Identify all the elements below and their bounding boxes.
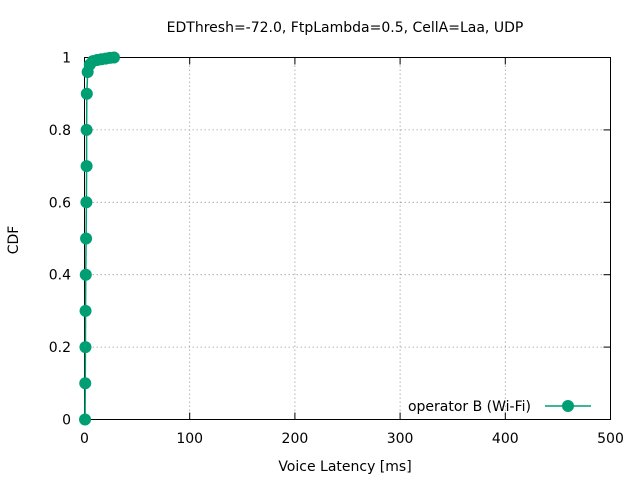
y-tick-label: 0.8 <box>49 123 71 139</box>
data-point <box>79 268 92 281</box>
axis-ticks <box>84 57 611 420</box>
grid-lines <box>84 57 611 420</box>
tick-labels: 0 100 200 300 400 500 0 0.2 0.4 0.6 0.8 1 <box>49 51 624 448</box>
data-point <box>107 51 120 64</box>
y-tick-label: 0.2 <box>49 340 71 356</box>
plot-frame <box>84 57 611 420</box>
data-point <box>79 341 92 354</box>
data-point <box>79 377 92 390</box>
x-tick-label: 200 <box>282 431 309 447</box>
y-tick-label: 0.6 <box>49 195 71 211</box>
x-tick-label: 300 <box>387 431 414 447</box>
x-axis-label: Voice Latency [ms] <box>278 459 411 475</box>
legend-label: operator B (Wi-Fi) <box>408 399 531 415</box>
data-point <box>79 413 92 426</box>
series-layer <box>79 51 120 426</box>
y-tick-label: 0.4 <box>49 268 71 284</box>
data-point <box>80 160 93 173</box>
data-point <box>79 304 92 317</box>
y-tick-label: 1 <box>62 51 71 67</box>
chart-title: EDThresh=-72.0, FtpLambda=0.5, CellA=Laa… <box>167 20 524 36</box>
data-point <box>80 232 93 245</box>
y-tick-label: 0 <box>62 413 71 429</box>
data-point <box>80 87 93 100</box>
legend: operator B (Wi-Fi) <box>408 399 591 415</box>
legend-marker-sample <box>562 400 574 412</box>
x-tick-label: 100 <box>176 431 203 447</box>
x-tick-label: 0 <box>80 431 89 447</box>
data-point <box>80 123 93 136</box>
data-point <box>80 196 93 209</box>
x-tick-label: 500 <box>597 431 624 447</box>
y-axis-label: CDF <box>6 226 22 255</box>
x-tick-label: 400 <box>492 431 519 447</box>
